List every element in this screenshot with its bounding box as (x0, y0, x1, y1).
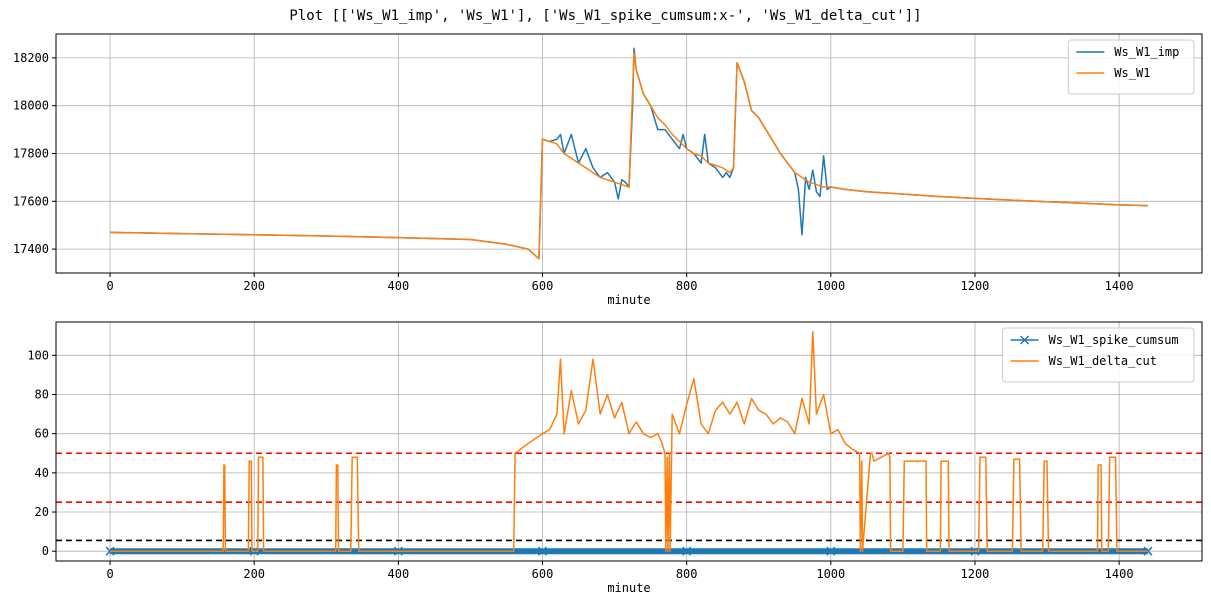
x-tick-label: 800 (676, 279, 698, 293)
legend: Ws_W1_spike_cumsum Ws_W1_delta_cut (1002, 327, 1195, 383)
data-point (826, 546, 836, 556)
y-tick-label: 18200 (13, 51, 49, 65)
x-tick-label: 200 (243, 279, 265, 293)
axes-frame (55, 321, 1203, 562)
data-point (537, 546, 548, 556)
legend-marker (1020, 335, 1030, 345)
x-tick-label: 800 (676, 567, 698, 581)
legend-label: Ws_W1 (1114, 66, 1150, 80)
plot-area (56, 331, 1202, 556)
x-tick-label: 600 (532, 567, 554, 581)
figure-title: Plot [['Ws_W1_imp', 'Ws_W1'], ['Ws_W1_sp… (289, 8, 922, 24)
y-tick-label: 0 (42, 544, 49, 558)
plot-area (110, 47, 1148, 260)
y-tick-label: 18000 (13, 99, 49, 113)
legend: Ws_W1_imp Ws_W1 (1067, 39, 1195, 95)
legend-label: Ws_W1_delta_cut (1049, 354, 1157, 368)
x-tick-label: 1400 (1105, 567, 1134, 581)
legend-box (1002, 327, 1195, 383)
x-tick-label: 1000 (816, 279, 845, 293)
x-tick-label: 0 (106, 279, 113, 293)
y-tick-label: 17400 (13, 242, 49, 256)
x-tick-label: 0 (106, 567, 113, 581)
x-tick-label: 1400 (1105, 279, 1134, 293)
chart-1: 0 200 400 600 800 1000 1200 1400 17400 17600 17800… (13, 33, 1203, 307)
series-line-Ws_W1_delta_cut (110, 331, 1148, 552)
series-line-Ws_W1 (110, 52, 1148, 260)
data-point (105, 546, 115, 556)
y-tick-label: 17800 (13, 147, 49, 161)
legend-box (1067, 39, 1195, 95)
x-tick-label: 400 (388, 567, 410, 581)
y-tick-label: 17600 (13, 194, 49, 208)
x-axis-label: minute (607, 293, 650, 307)
x-tick-label: 1200 (961, 279, 990, 293)
data-point (1143, 546, 1153, 556)
legend-label: Ws_W1_imp (1114, 45, 1179, 59)
y-tick-label: 80 (35, 387, 49, 401)
x-tick-label: 200 (243, 567, 265, 581)
x-tick-label: 1200 (961, 567, 990, 581)
legend-label: Ws_W1_spike_cumsum (1049, 333, 1179, 347)
x-tick-label: 1000 (816, 567, 845, 581)
x-axis-label: minute (607, 581, 650, 595)
chart-2: 0 200 400 600 800 1000 1200 1400 0 20 40 60 80 100 min… (27, 321, 1203, 595)
x-tick-label: 400 (388, 279, 410, 293)
y-tick-label: 20 (35, 505, 49, 519)
y-tick-label: 40 (35, 466, 49, 480)
y-tick-label: 100 (27, 348, 49, 362)
series-line-Ws_W1_imp (110, 47, 1148, 260)
data-point (682, 546, 692, 556)
y-tick-label: 60 (35, 427, 49, 441)
x-tick-label: 600 (532, 279, 554, 293)
